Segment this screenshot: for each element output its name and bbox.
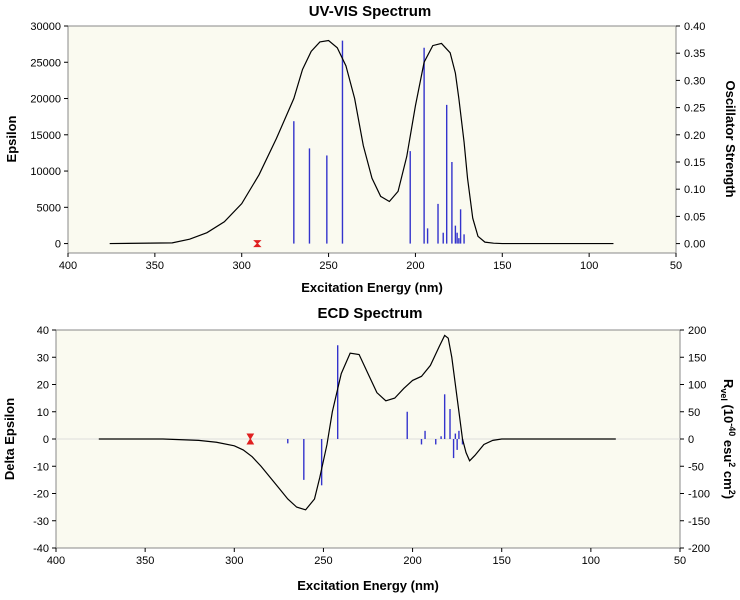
uv-vis-y-axis-label: Epsilon: [4, 115, 19, 162]
y-tick-label: 15000: [30, 130, 61, 142]
uv-vis-y2-axis-label: Oscillator Strength: [723, 80, 738, 197]
x-tick-label: 250: [319, 260, 337, 272]
y-tick-label: 0: [43, 434, 49, 446]
uv-vis-panel: UV-VIS Spectrum 400 350 300 250 200 150 100 50 …: [4, 3, 738, 295]
y2-tick-label: 0.40: [684, 21, 705, 33]
y-tick-label: 30000: [30, 21, 61, 33]
x-tick-label: 400: [47, 555, 65, 567]
y-tick-label: -10: [33, 461, 49, 473]
y2-tick-label: 0.30: [684, 75, 705, 87]
uv-vis-x-axis-label: Excitation Energy (nm): [301, 280, 443, 295]
ecd-y-axis-label: Delta Epsilon: [2, 398, 17, 480]
y-tick-label: 10: [37, 407, 49, 419]
ecd-panel: ECD Spectrum 400 350 300 250 200 150 100 50 -40…: [2, 305, 737, 593]
excitation-marker: [246, 433, 255, 445]
y2-tick-label: 0.00: [684, 239, 705, 251]
y-tick-label: 0: [55, 239, 61, 251]
x-tick-label: 300: [233, 260, 251, 272]
y2-tick-label: 0.15: [684, 157, 705, 169]
y2-tick-label: 50: [688, 407, 700, 419]
y-tick-label: 20: [37, 380, 49, 392]
y-tick-label: -30: [33, 516, 49, 528]
y-tick-label: 10000: [30, 166, 61, 178]
y-tick-label: 5000: [37, 202, 61, 214]
x-tick-label: 100: [580, 260, 598, 272]
y-tick-label: 25000: [30, 57, 61, 69]
y-tick-label: 30: [37, 352, 49, 364]
excitation-marker: [253, 240, 262, 248]
y2-tick-label: 0: [688, 434, 694, 446]
x-tick-label: 50: [670, 260, 682, 272]
x-tick-label: 100: [582, 555, 600, 567]
y-tick-label: -20: [33, 489, 49, 501]
y2-tick-label: -150: [688, 516, 710, 528]
y-tick-label: 20000: [30, 94, 61, 106]
y2-tick-label: 0.25: [684, 103, 705, 115]
uv-vis-title: UV-VIS Spectrum: [309, 3, 432, 20]
ecd-curve: [98, 334, 616, 511]
y-tick-label: 40: [37, 325, 49, 337]
y2-tick-label: -50: [688, 461, 704, 473]
y2-tick-label: 0.35: [684, 48, 705, 60]
x-tick-label: 400: [59, 260, 77, 272]
x-tick-label: 300: [225, 555, 243, 567]
uv-vis-plot-area: [67, 25, 677, 254]
x-tick-label: 200: [406, 260, 424, 272]
y-tick-label: -40: [33, 543, 49, 555]
x-tick-label: 350: [146, 260, 164, 272]
y2-tick-label: 150: [688, 352, 706, 364]
x-tick-label: 150: [493, 260, 511, 272]
x-tick-label: 50: [674, 555, 686, 567]
y2-tick-label: 0.20: [684, 130, 705, 142]
x-tick-label: 250: [314, 555, 332, 567]
x-tick-label: 150: [493, 555, 511, 567]
y2-tick-label: -200: [688, 543, 710, 555]
uv-vis-curve: [109, 39, 614, 245]
x-tick-label: 200: [403, 555, 421, 567]
y2-tick-label: 200: [688, 325, 706, 337]
x-tick-label: 350: [136, 555, 154, 567]
y2-tick-label: 100: [688, 380, 706, 392]
ecd-title: ECD Spectrum: [317, 305, 422, 322]
y2-tick-label: 0.05: [684, 211, 705, 223]
y2-tick-label: -100: [688, 489, 710, 501]
y2-tick-label: 0.10: [684, 184, 705, 196]
ecd-x-axis-label: Excitation Energy (nm): [297, 578, 439, 593]
ecd-y2-axis-label: Rvel (10-40 esu2 cm2): [719, 379, 737, 499]
